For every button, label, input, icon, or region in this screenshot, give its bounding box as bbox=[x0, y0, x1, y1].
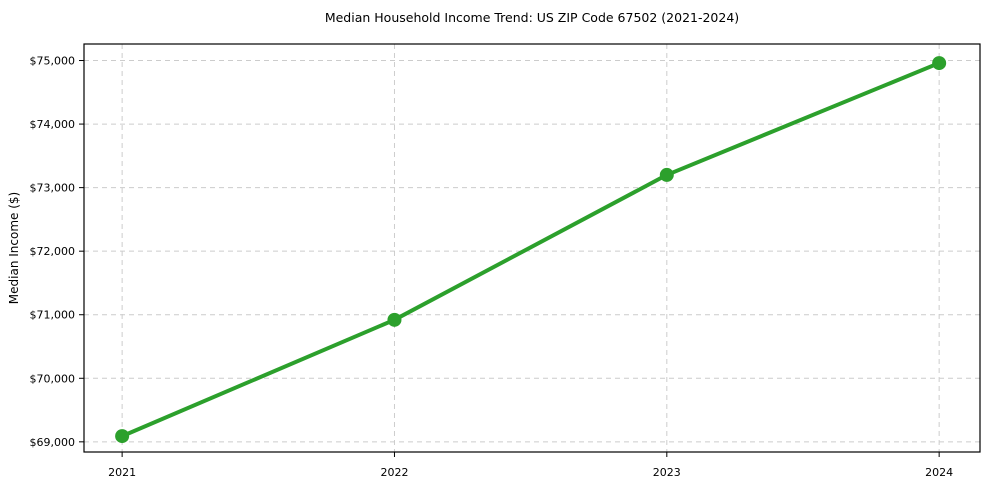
data-point bbox=[115, 429, 130, 444]
x-tick-label: 2024 bbox=[925, 466, 953, 479]
data-point bbox=[387, 312, 402, 327]
data-point bbox=[659, 167, 674, 182]
x-tick-label: 2021 bbox=[108, 466, 136, 479]
x-tick-label: 2022 bbox=[380, 466, 408, 479]
y-tick-label: $72,000 bbox=[30, 245, 76, 258]
y-tick-label: $69,000 bbox=[30, 436, 76, 449]
plot-border bbox=[83, 43, 981, 453]
y-tick-label: $70,000 bbox=[30, 372, 76, 385]
x-tick-label: 2023 bbox=[653, 466, 681, 479]
trend-line bbox=[120, 61, 942, 439]
y-tick-label: $73,000 bbox=[30, 182, 76, 195]
y-tick-label: $75,000 bbox=[30, 55, 76, 68]
y-tick-label: $71,000 bbox=[30, 309, 76, 322]
data-point bbox=[932, 56, 947, 71]
chart-title: Median Household Income Trend: US ZIP Co… bbox=[324, 10, 740, 25]
y-tick-label: $74,000 bbox=[30, 118, 76, 131]
